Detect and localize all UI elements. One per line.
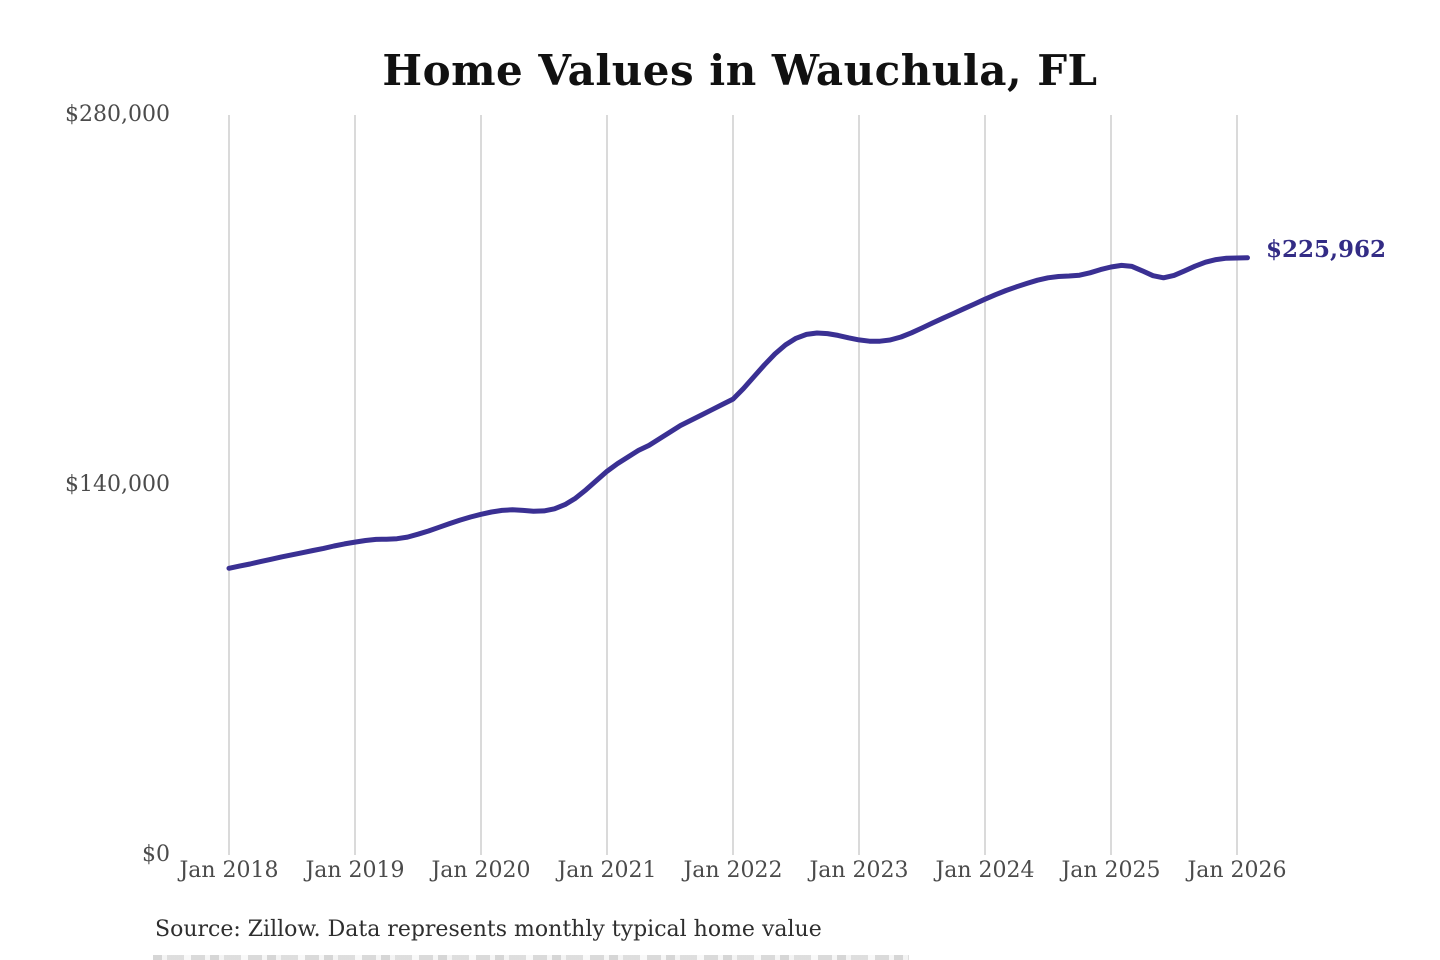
x-tick-label: Jan 2026 — [1187, 858, 1287, 883]
y-tick-label-0: $0 — [142, 842, 170, 867]
y-tick-label-280000: $280,000 — [65, 102, 170, 127]
x-tick-label: Jan 2021 — [557, 858, 657, 883]
cropped-text-strip — [153, 955, 909, 960]
y-tick-label-140000: $140,000 — [65, 472, 170, 497]
source-note: Source: Zillow. Data represents monthly … — [155, 917, 822, 942]
x-tick-label: Jan 2023 — [809, 858, 909, 883]
x-tick-label: Jan 2022 — [683, 858, 783, 883]
x-tick-label: Jan 2024 — [935, 858, 1035, 883]
home-value-line-series — [226, 255, 1250, 571]
x-tick-label: Jan 2025 — [1061, 858, 1161, 883]
gridlines — [228, 115, 1238, 855]
latest-value-label: $225,962 — [1266, 236, 1387, 263]
chart-title: Home Values in Wauchula, FL — [382, 46, 1098, 95]
x-tick-label: Jan 2019 — [305, 858, 405, 883]
x-tick-label: Jan 2018 — [179, 858, 279, 883]
x-tick-label: Jan 2020 — [431, 858, 531, 883]
